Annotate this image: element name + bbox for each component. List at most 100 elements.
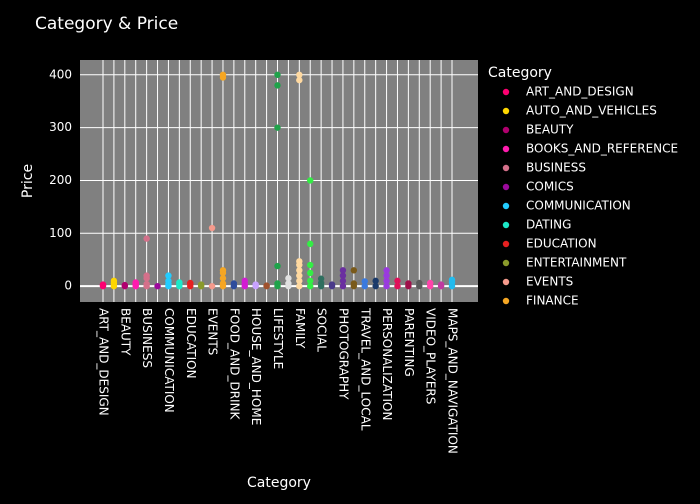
legend-label: BUSINESS: [526, 161, 586, 175]
x-tick-label: EDUCATION: [184, 308, 198, 379]
point: [296, 267, 303, 274]
point: [296, 277, 303, 285]
point: [296, 258, 303, 265]
point: [296, 76, 303, 84]
x-tick-label: MAPS_AND_NAVIGATION: [446, 308, 460, 454]
legend-label: EVENTS: [526, 275, 573, 289]
point: [339, 272, 347, 279]
legend-label: ENTERTAINMENT: [526, 256, 627, 270]
point: [274, 280, 281, 287]
y-tick-label: 200: [49, 173, 72, 187]
legend-label: FINANCE: [526, 294, 579, 308]
legend-label: COMICS: [526, 180, 574, 194]
legend-label: BOOKS_AND_REFERENCE: [526, 142, 678, 156]
legend-marker: [502, 202, 510, 210]
point: [219, 71, 227, 79]
y-axis-title: Price: [20, 164, 36, 198]
point: [394, 282, 401, 290]
point: [154, 282, 161, 290]
point: [274, 82, 281, 89]
legend: ART_AND_DESIGN AUTO_AND_VEHICLES BEAUTY BOO…: [502, 85, 678, 308]
point: [372, 277, 379, 285]
point: [307, 177, 314, 184]
point: [219, 275, 227, 282]
point: [426, 279, 434, 287]
point: [165, 277, 172, 285]
legend-marker: [502, 297, 510, 305]
point: [307, 240, 314, 248]
legend-marker: [502, 164, 510, 172]
point: [143, 235, 150, 242]
point: [361, 282, 368, 290]
legend-label: BEAUTY: [526, 123, 574, 137]
point: [219, 280, 227, 287]
point: [416, 279, 423, 287]
legend-marker: [502, 145, 510, 153]
point: [448, 276, 456, 284]
point: [187, 279, 194, 287]
y-tick-label: 0: [64, 279, 72, 293]
x-tick-label: BEAUTY: [118, 308, 132, 356]
point: [307, 269, 314, 277]
x-tick-label: FAMILY: [293, 308, 307, 349]
point: [317, 275, 325, 282]
point: [307, 261, 314, 269]
point: [285, 275, 292, 282]
point: [274, 124, 281, 131]
point: [143, 272, 150, 279]
x-tick-label: VIDEO_PLAYERS: [424, 308, 438, 404]
point: [121, 281, 129, 289]
x-tick-label: PERSONALIZATION: [380, 308, 394, 420]
x-tick-label: BUSINESS: [140, 308, 154, 368]
point: [274, 71, 281, 79]
x-tick-label: ART_AND_DESIGN: [97, 308, 111, 416]
x-tick-label: FOOD_AND_DRINK: [227, 308, 241, 421]
chart-title: Category & Price: [35, 14, 178, 34]
point: [208, 224, 216, 232]
legend-label: AUTO_AND_VEHICLES: [526, 104, 657, 118]
point: [219, 267, 227, 274]
x-tick-label: HOUSE_AND_HOME: [249, 308, 263, 425]
legend-label: DATING: [526, 218, 571, 232]
legend-label: COMMUNICATION: [526, 199, 631, 213]
y-tick-label: 100: [49, 226, 72, 240]
point: [339, 277, 347, 285]
legend-title: Category: [488, 65, 552, 81]
point: [361, 278, 368, 285]
point: [285, 280, 292, 287]
point: [252, 281, 259, 288]
point: [143, 280, 150, 288]
point: [328, 281, 336, 288]
point: [394, 277, 401, 285]
point: [176, 279, 183, 286]
point: [383, 282, 390, 290]
point: [383, 272, 390, 279]
point: [296, 282, 303, 290]
point: [350, 280, 358, 287]
x-tick-label: PARENTING: [402, 308, 416, 377]
x-tick-label: COMMUNICATION: [162, 308, 176, 413]
x-tick-label: SOCIAL: [315, 308, 329, 352]
legend-marker: [502, 259, 510, 267]
legend-label: ART_AND_DESIGN: [526, 85, 634, 99]
legend-marker: [502, 278, 510, 286]
legend-marker: [502, 183, 510, 191]
point: [339, 282, 347, 290]
point: [339, 267, 347, 274]
point: [230, 280, 238, 287]
point: [197, 281, 205, 288]
point: [274, 262, 281, 270]
point: [437, 281, 445, 288]
y-tick-label: 400: [49, 67, 72, 81]
x-tick-label: PHOTOGRAPHY: [336, 308, 350, 400]
point: [132, 279, 139, 286]
point: [372, 282, 379, 290]
legend-marker: [502, 88, 510, 96]
x-tick-label: LIFESTYLE: [271, 308, 285, 369]
x-tick-label: TRAVEL_AND_LOCAL: [358, 307, 372, 431]
point: [241, 277, 248, 285]
point: [383, 267, 390, 274]
point: [208, 282, 216, 290]
point: [383, 277, 390, 285]
